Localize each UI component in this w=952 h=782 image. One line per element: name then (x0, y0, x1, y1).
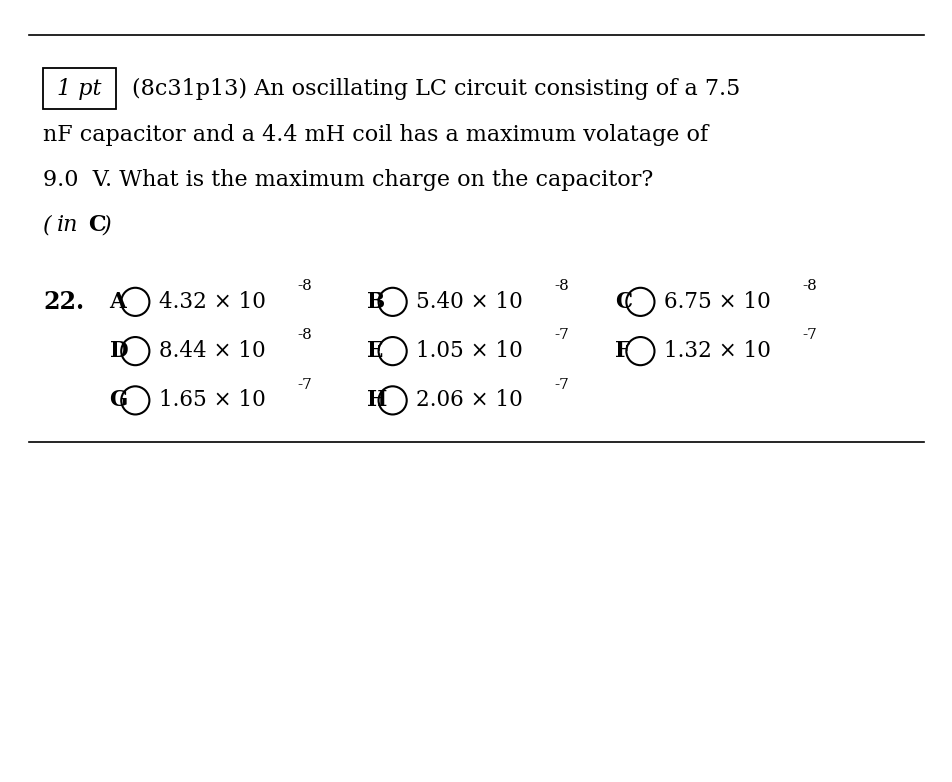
Text: (8c31p13) An oscillating LC circuit consisting of a 7.5: (8c31p13) An oscillating LC circuit cons… (131, 78, 739, 100)
Text: ): ) (102, 214, 110, 236)
Text: 1.65 × 10: 1.65 × 10 (159, 389, 266, 411)
Text: 8.44 × 10: 8.44 × 10 (159, 340, 266, 362)
Text: -8: -8 (297, 279, 311, 293)
Text: C: C (88, 214, 105, 236)
Text: in: in (57, 214, 79, 236)
Text: -8: -8 (554, 279, 568, 293)
Text: (: ( (43, 214, 51, 236)
Text: nF capacitor and a 4.4 mH coil has a maximum volatage of: nF capacitor and a 4.4 mH coil has a max… (43, 124, 707, 145)
Text: -7: -7 (802, 328, 816, 343)
Text: 4.32 × 10: 4.32 × 10 (159, 291, 266, 313)
Text: 6.75 × 10: 6.75 × 10 (664, 291, 770, 313)
Text: -7: -7 (297, 378, 311, 392)
Text: G: G (109, 389, 128, 411)
Text: E: E (367, 340, 383, 362)
Text: 1 pt: 1 pt (57, 77, 102, 100)
Text: -7: -7 (554, 378, 568, 392)
Text: H: H (367, 389, 387, 411)
Text: B: B (367, 291, 385, 313)
Text: 9.0  V. What is the maximum charge on the capacitor?: 9.0 V. What is the maximum charge on the… (43, 169, 652, 191)
Text: 1.32 × 10: 1.32 × 10 (664, 340, 770, 362)
Text: F: F (614, 340, 629, 362)
Text: -8: -8 (297, 328, 311, 343)
Text: 5.40 × 10: 5.40 × 10 (416, 291, 523, 313)
Text: -8: -8 (802, 279, 816, 293)
Text: 2.06 × 10: 2.06 × 10 (416, 389, 523, 411)
Text: A: A (109, 291, 127, 313)
Text: 1.05 × 10: 1.05 × 10 (416, 340, 523, 362)
Text: -7: -7 (554, 328, 568, 343)
Text: C: C (614, 291, 631, 313)
Text: 22.: 22. (43, 290, 84, 314)
Text: D: D (109, 340, 129, 362)
